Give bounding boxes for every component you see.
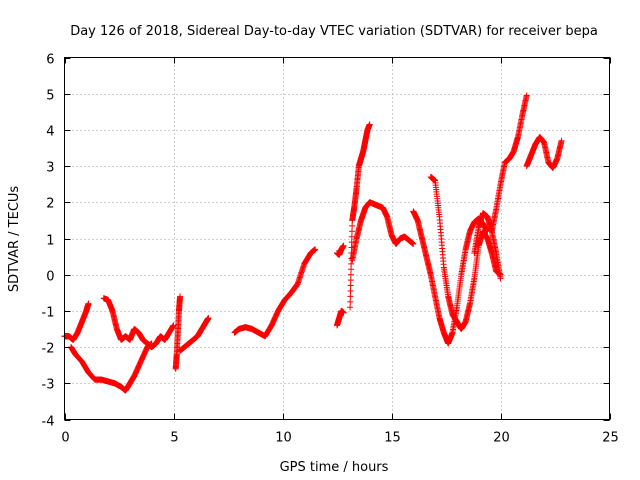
data-point — [497, 275, 504, 282]
y-axis-label: SDTVAR / TECUs — [7, 186, 22, 293]
y-tick-label: 2 — [46, 197, 54, 212]
y-tick-label: 0 — [46, 270, 54, 285]
data-point — [347, 282, 354, 289]
data-point — [347, 277, 354, 284]
data-point — [348, 266, 355, 273]
series-s10 — [349, 199, 417, 264]
data-point — [347, 298, 354, 305]
y-tick-label: 5 — [46, 89, 54, 104]
x-tick-label: 5 — [170, 431, 178, 446]
data-point — [347, 271, 354, 278]
data-point — [85, 300, 92, 307]
x-tick-label: 25 — [602, 431, 619, 446]
x-tick-label: 0 — [61, 431, 69, 446]
series-s14 — [488, 92, 530, 235]
y-tick-label: 4 — [46, 125, 54, 140]
data-point — [205, 315, 212, 322]
data-point — [558, 137, 565, 144]
chart-title: Day 126 of 2018, Sidereal Day-to-day VTE… — [70, 24, 598, 39]
x-axis-label: GPS time / hours — [280, 460, 389, 475]
series-s12 — [427, 173, 504, 332]
data-point — [523, 92, 530, 99]
series-s2 — [68, 340, 155, 394]
data-point — [347, 304, 354, 311]
data-layer — [61, 92, 565, 394]
series-s4 — [172, 293, 184, 372]
y-tick-label: 6 — [46, 53, 54, 68]
x-tick-label: 10 — [275, 431, 292, 446]
data-point — [340, 242, 347, 249]
series-s1 — [61, 300, 92, 343]
grid-layer — [64, 57, 610, 420]
data-point — [348, 233, 355, 240]
series-s5 — [177, 315, 212, 354]
data-point — [347, 287, 354, 294]
y-tick-label: -1 — [42, 306, 55, 321]
y-tick-label: -2 — [42, 342, 55, 357]
y-tick-label: 3 — [46, 161, 54, 176]
data-point — [340, 309, 347, 316]
data-point — [312, 246, 319, 253]
data-point — [410, 240, 417, 247]
data-point — [348, 228, 355, 235]
data-point — [366, 121, 373, 128]
series-s7 — [334, 307, 347, 329]
data-point — [177, 293, 184, 300]
y-tick-label: -4 — [42, 415, 55, 430]
series-s8 — [334, 242, 347, 258]
data-point — [349, 222, 356, 229]
series-s3 — [100, 295, 177, 351]
y-tick-label: 1 — [46, 234, 54, 249]
plot-frame — [64, 57, 610, 420]
y-tick-label: -3 — [42, 378, 55, 393]
x-tick-label: 15 — [384, 431, 401, 446]
data-point — [347, 293, 354, 300]
series-s6 — [231, 246, 319, 340]
data-point — [348, 260, 355, 267]
axis-layer: 0 5 10 15 20 25 -4 -3 -2 -1 0 1 2 3 4 5 6 — [42, 53, 619, 446]
x-tick-label: 20 — [493, 431, 510, 446]
series-s15 — [523, 134, 565, 171]
